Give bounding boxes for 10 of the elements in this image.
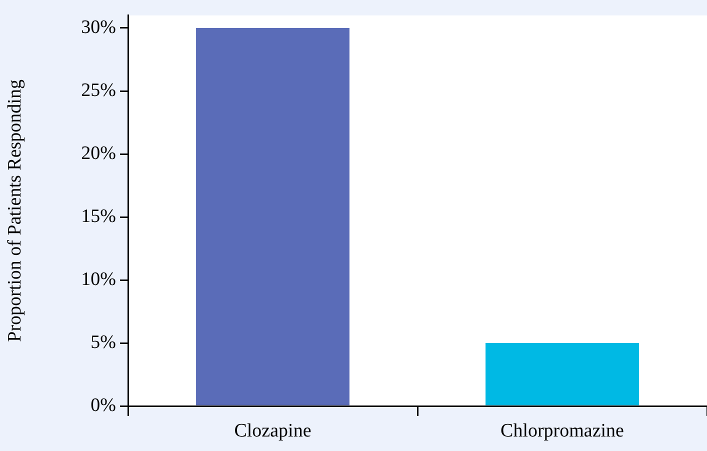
y-tick-label: 10%: [81, 268, 116, 290]
x-tick-label: Chlorpromazine: [500, 420, 624, 442]
y-tick-label: 30%: [81, 16, 116, 38]
y-tick-label: 25%: [81, 80, 116, 101]
y-tick-label: 5%: [90, 332, 116, 353]
y-tick-label: 0%: [90, 394, 116, 416]
y-tick-label: 20%: [81, 142, 116, 164]
y-axis-title: Proportion of Patients Responding: [4, 79, 26, 342]
x-tick-label: Clozapine: [234, 420, 312, 442]
y-tick-label: 15%: [81, 206, 116, 227]
